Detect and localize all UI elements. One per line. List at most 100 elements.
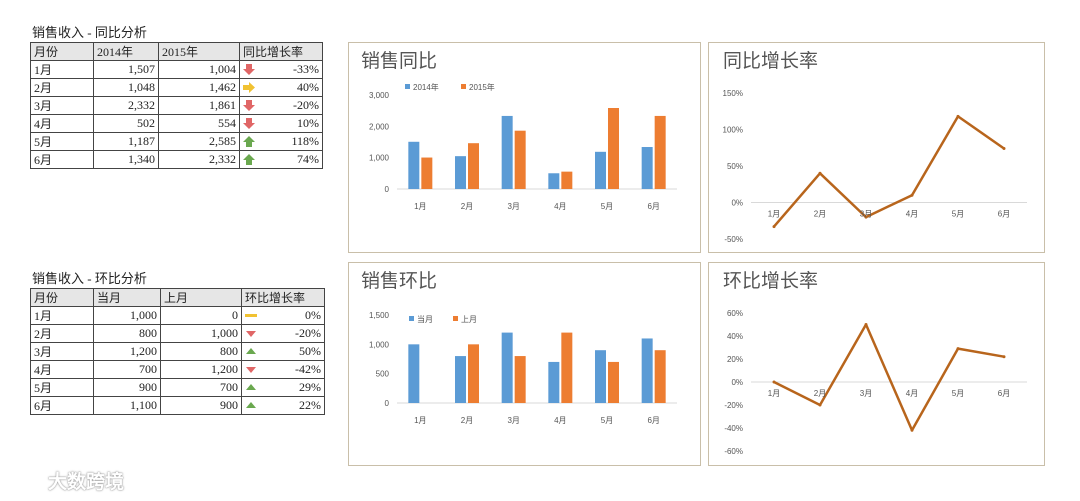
y-tick-label: 1,500 [369, 311, 390, 320]
bar [501, 115, 513, 189]
cell-value-a: 800 [93, 324, 161, 343]
chart-title: 同比增长率 [723, 50, 818, 72]
cell-month: 3月 [30, 342, 94, 361]
col-header-2015: 2015年 [158, 42, 240, 61]
x-tick-label: 3月 [507, 202, 519, 211]
cell-value-a: 1,048 [93, 78, 159, 97]
data-point [1002, 355, 1006, 359]
chart-yoy-rate: 同比增长率 -50% 0% 50% 100% 150% 1月 2月 3月 4月 5月 6月 [708, 42, 1045, 253]
cell-month: 6月 [30, 150, 94, 169]
cell-growth-rate: 29% [241, 378, 325, 397]
growth-rate-value: 74% [297, 152, 319, 166]
bar [468, 143, 479, 189]
x-tick-label: 1月 [414, 416, 426, 425]
growth-rate-value: 29% [299, 380, 321, 394]
growth-rate-value: 0% [305, 308, 321, 322]
bar [561, 171, 573, 189]
data-point [772, 225, 776, 229]
table-row: 6月 1,100 900 22% [30, 396, 325, 415]
x-tick-label: 4月 [906, 389, 918, 398]
table-row: 4月 502 554 10% [30, 114, 323, 133]
x-tick-label: 2月 [814, 389, 826, 398]
growth-rate-value: -20% [293, 98, 319, 112]
growth-rate-value: 10% [297, 116, 319, 130]
cell-value-a: 1,000 [93, 306, 161, 325]
x-tick-label: 6月 [998, 389, 1010, 398]
growth-rate-value: 22% [299, 398, 321, 412]
y-tick-label: 0% [731, 199, 743, 208]
arrow-up-green-icon [243, 136, 255, 147]
x-tick-label: 5月 [601, 416, 613, 425]
cell-growth-rate: 0% [241, 306, 325, 325]
cell-month: 1月 [30, 60, 94, 79]
data-point [1002, 146, 1006, 150]
mom-table-body: 1月 1,000 0 0% 2月 800 1,000 -20% 3月 1,200 800 50% 4月 7… [30, 306, 325, 415]
data-point [910, 193, 914, 197]
legend-swatch [461, 84, 466, 89]
table-row: 6月 1,340 2,332 74% [30, 150, 323, 169]
cell-value-a: 1,507 [93, 60, 159, 79]
mom-table: 月份 当月 上月 环比增长率 1月 1,000 0 0% 2月 800 1,000 -20% 3… [30, 288, 325, 415]
table-row: 2月 800 1,000 -20% [30, 324, 325, 343]
arrow-up-green-icon [243, 154, 255, 165]
cell-value-b: 554 [158, 114, 240, 133]
growth-rate-value: -20% [295, 326, 321, 340]
bar [641, 147, 653, 189]
cell-growth-rate: 10% [239, 114, 323, 133]
chart-yoy-sales: 销售同比 2014年 2015年 0 1,000 2,000 3,000 1月 2月 3月 4月 5月… [348, 42, 701, 253]
chart-yoy-sales-svg: 销售同比 2014年 2015年 0 1,000 2,000 3,000 1月 2月 3月 4月 5月… [361, 50, 677, 211]
y-tick-label: 40% [727, 332, 743, 341]
yoy-table-title: 销售收入 - 同比分析 [32, 25, 147, 40]
y-tick-label: 0 [385, 185, 390, 194]
x-tick-label: 1月 [768, 210, 780, 219]
cell-month: 1月 [30, 306, 94, 325]
yoy-table: 月份 2014年 2015年 同比增长率 1月 1,507 1,004 -33% 2月 1… [30, 42, 323, 169]
cell-growth-rate: 50% [241, 342, 325, 361]
x-tick-label: 4月 [554, 202, 566, 211]
cell-value-a: 1,200 [93, 342, 161, 361]
x-tick-label: 6月 [998, 210, 1010, 219]
cell-value-b: 1,000 [160, 324, 242, 343]
cell-value-b: 1,861 [158, 96, 240, 115]
data-point [818, 403, 822, 407]
bar [455, 156, 466, 189]
growth-rate-value: 40% [297, 80, 319, 94]
bar [468, 344, 479, 403]
data-point [864, 323, 868, 326]
x-tick-label: 5月 [601, 202, 613, 211]
cell-value-b: 1,200 [160, 360, 242, 379]
col-header-yoy-rate: 同比增长率 [239, 42, 323, 61]
triangle-up-green-icon [246, 348, 256, 354]
col-header-mom-rate: 环比增长率 [241, 288, 325, 307]
data-point [956, 347, 960, 351]
cell-value-b: 800 [160, 342, 242, 361]
mom-table-block: 销售收入 - 环比分析 月份 当月 上月 环比增长率 1月 1,000 0 0% 2月 8… [30, 270, 325, 415]
table-row: 5月 900 700 29% [30, 378, 325, 397]
table-row: 3月 1,200 800 50% [30, 342, 325, 361]
x-tick-label: 1月 [768, 389, 780, 398]
data-point [772, 380, 776, 384]
cell-value-a: 502 [93, 114, 159, 133]
arrow-down-red-icon [243, 118, 255, 129]
cell-value-b: 2,332 [158, 150, 240, 169]
arrow-right-yellow-icon [243, 82, 255, 93]
triangle-up-green-icon [246, 384, 256, 390]
cell-month: 4月 [30, 114, 94, 133]
bar [548, 361, 560, 403]
legend-swatch [405, 84, 410, 89]
cell-month: 6月 [30, 396, 94, 415]
series-line [773, 323, 1005, 432]
table-row: 4月 700 1,200 -42% [30, 360, 325, 379]
legend-label: 2015年 [469, 82, 495, 92]
cell-growth-rate: -33% [239, 60, 323, 79]
legend-swatch [409, 316, 414, 321]
x-tick-label: 5月 [952, 210, 964, 219]
x-tick-label: 2月 [461, 416, 473, 425]
legend-label: 当月 [417, 314, 433, 324]
bar [561, 332, 573, 403]
bar [421, 157, 433, 189]
bar [595, 350, 606, 403]
cell-value-a: 1,340 [93, 150, 159, 169]
watermark-text: 大数跨境 [48, 471, 125, 493]
bar [408, 141, 420, 189]
